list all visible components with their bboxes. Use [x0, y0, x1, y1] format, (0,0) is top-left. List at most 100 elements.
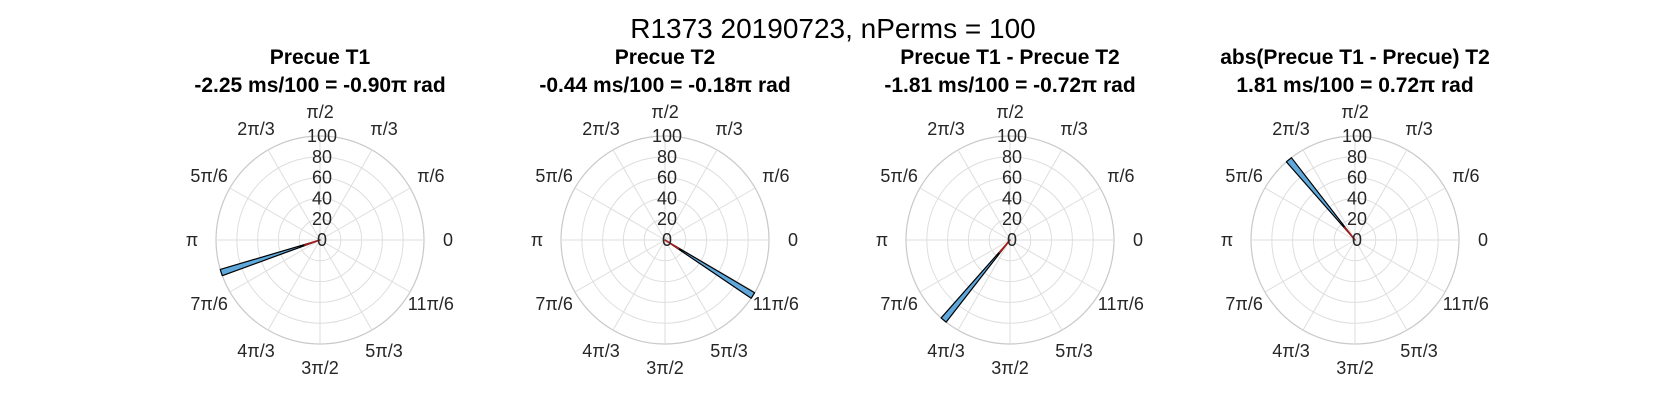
angle-tick-label: 5π/3	[365, 341, 402, 361]
angular-gridline	[1009, 239, 1063, 331]
angular-gridline	[1009, 239, 1101, 293]
angular-gridline	[612, 239, 666, 331]
angular-gridline	[664, 187, 756, 241]
radial-tick-label: 40	[1002, 188, 1022, 208]
angular-gridline	[319, 149, 373, 241]
mean-direction-line	[303, 239, 321, 246]
angle-tick-label: 0	[1133, 230, 1143, 250]
angle-tick-label: 3π/2	[991, 358, 1028, 378]
angle-tick-label: 5π/3	[1400, 341, 1437, 361]
angle-tick-label: π	[876, 230, 888, 250]
angular-gridline	[1354, 187, 1446, 241]
polar-panel-4: abs(Precue T1 - Precue) T2 1.81 ms/100 = …	[1220, 46, 1490, 378]
angular-gridline	[919, 187, 1011, 241]
angle-tick-label: π/2	[651, 102, 678, 122]
angular-gridline	[957, 149, 1011, 241]
angle-tick-label: 3π/2	[1336, 358, 1373, 378]
angular-gridline	[229, 187, 321, 241]
angle-tick-label: 4π/3	[1272, 341, 1309, 361]
histogram-bar	[219, 239, 321, 277]
angle-tick-label: 2π/3	[927, 119, 964, 139]
angular-gridline	[319, 187, 411, 241]
angle-tick-label: 2π/3	[1272, 119, 1309, 139]
radial-tick-label: 40	[1347, 188, 1367, 208]
panel-subtitle: 1.81 ms/100 = 0.72π rad	[1236, 74, 1473, 97]
angular-gridline	[319, 239, 411, 293]
angular-gridline	[574, 239, 666, 293]
radial-tick-label: 40	[657, 188, 677, 208]
histogram-bar	[1285, 157, 1356, 241]
angular-gridline	[574, 187, 666, 241]
angle-tick-label: 7π/6	[1225, 294, 1262, 314]
angle-tick-label: π/6	[417, 166, 444, 186]
panel-title: abs(Precue T1 - Precue) T2	[1220, 46, 1490, 69]
angle-tick-label: π	[1221, 230, 1233, 250]
angular-gridline	[957, 239, 1011, 331]
panel-subtitle: -2.25 ms/100 = -0.90π rad	[194, 74, 445, 97]
radial-tick-label: 80	[1002, 147, 1022, 167]
angle-tick-label: 7π/6	[535, 294, 572, 314]
panel-title: Precue T1	[270, 46, 371, 69]
polar-panel-1: Precue T1 -2.25 ms/100 = -0.90π rad 0 π/6 π/…	[186, 46, 454, 378]
angular-gridline	[919, 239, 1011, 293]
angle-tick-label: π/6	[1452, 166, 1479, 186]
radial-tick-label: 20	[657, 209, 677, 229]
angle-tick-label: 4π/3	[582, 341, 619, 361]
angular-gridline	[1264, 187, 1356, 241]
mean-direction-line	[998, 239, 1011, 254]
angle-tick-label: π/2	[996, 102, 1023, 122]
radial-tick-label: 40	[312, 188, 332, 208]
radial-tick-label: 0	[662, 230, 672, 250]
radial-tick-label: 20	[1347, 209, 1367, 229]
angle-tick-label: π/3	[1405, 119, 1432, 139]
radial-tick-label: 20	[1002, 209, 1022, 229]
polar-panels: Precue T1 -2.25 ms/100 = -0.90π rad 0 π/6 π/…	[186, 46, 1490, 378]
radial-tick-label: 60	[1002, 168, 1022, 188]
angle-tick-label: 11π/6	[1098, 294, 1144, 314]
angle-tick-label: 11π/6	[408, 294, 454, 314]
angle-tick-label: 4π/3	[927, 341, 964, 361]
angle-tick-label: 2π/3	[237, 119, 274, 139]
radial-tick-label: 0	[1352, 230, 1362, 250]
angle-tick-label: π	[186, 230, 198, 250]
radial-tick-label: 100	[307, 126, 337, 146]
histogram-bar	[664, 239, 756, 299]
angle-tick-label: 7π/6	[190, 294, 227, 314]
mean-direction-line	[664, 239, 680, 250]
figure-suptitle: R1373 20190723, nPerms = 100	[630, 13, 1036, 44]
angle-tick-label: 5π/6	[190, 166, 227, 186]
angle-tick-label: 4π/3	[237, 341, 274, 361]
polar-panel-3: Precue T1 - Precue T2 -1.81 ms/100 = -0.7…	[876, 46, 1144, 378]
angle-tick-label: 0	[1478, 230, 1488, 250]
angle-tick-label: 3π/2	[646, 358, 683, 378]
angular-gridline	[1354, 239, 1408, 331]
angle-tick-label: 3π/2	[301, 358, 338, 378]
panel-subtitle: -0.44 ms/100 = -0.18π rad	[539, 74, 790, 97]
angle-tick-label: π/2	[306, 102, 333, 122]
angle-tick-label: 5π/6	[1225, 166, 1262, 186]
mean-direction-line	[1343, 226, 1356, 241]
angle-tick-label: π/3	[715, 119, 742, 139]
angular-gridline	[1354, 239, 1446, 293]
angular-gridline	[1264, 239, 1356, 293]
radial-tick-label: 80	[1347, 147, 1367, 167]
radial-tick-label: 80	[312, 147, 332, 167]
angle-tick-label: π/3	[1060, 119, 1087, 139]
radial-tick-label: 100	[1342, 126, 1372, 146]
angle-tick-label: 5π/6	[535, 166, 572, 186]
angle-tick-label: π/6	[762, 166, 789, 186]
panel-title: Precue T2	[615, 46, 715, 69]
radial-tick-label: 100	[652, 126, 682, 146]
angle-tick-label: π/2	[1341, 102, 1368, 122]
angle-tick-label: 0	[443, 230, 453, 250]
angular-gridline	[1009, 187, 1101, 241]
radial-tick-label: 0	[317, 230, 327, 250]
radial-tick-label: 60	[1347, 168, 1367, 188]
angle-tick-label: 11π/6	[1443, 294, 1489, 314]
angle-tick-label: π/3	[370, 119, 397, 139]
angular-gridline	[267, 149, 321, 241]
angle-tick-label: 5π/6	[880, 166, 917, 186]
angle-tick-label: 7π/6	[880, 294, 917, 314]
angular-gridline	[267, 239, 321, 331]
